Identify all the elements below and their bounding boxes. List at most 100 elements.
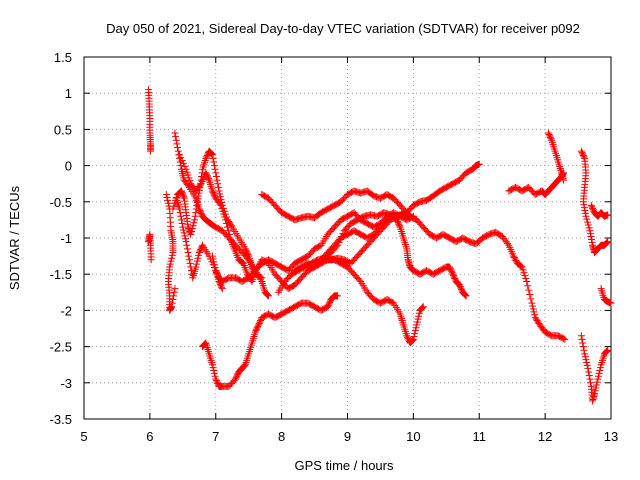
x-tick-label: 6: [146, 429, 153, 444]
data-point: [419, 304, 427, 312]
data-point: [168, 303, 176, 311]
data-point: [591, 390, 599, 398]
data-point: [418, 304, 426, 312]
data-point: [166, 260, 174, 268]
y-tick-label: 1: [65, 86, 72, 101]
data-point: [528, 299, 536, 307]
data-point: [581, 353, 589, 361]
data-point: [191, 216, 199, 224]
data-point: [263, 290, 271, 298]
series-s17: [587, 201, 612, 220]
data-point: [602, 348, 610, 356]
data-point: [518, 263, 526, 271]
data-point: [233, 372, 241, 380]
data-point: [147, 147, 155, 155]
data-point: [189, 222, 197, 230]
data-point: [589, 204, 597, 212]
data-point: [178, 188, 186, 196]
data-point: [183, 245, 191, 253]
data-point: [252, 327, 260, 335]
data-point: [546, 132, 554, 140]
data-point: [185, 256, 193, 264]
data-point: [408, 337, 416, 345]
data-point: [213, 269, 221, 277]
data-point: [411, 327, 419, 335]
data-point: [582, 212, 590, 220]
data-point: [579, 151, 587, 159]
data-point: [519, 266, 527, 274]
data-point: [596, 364, 604, 372]
data-point: [193, 257, 201, 265]
data-point: [185, 174, 193, 182]
data-point: [587, 233, 595, 241]
data-point: [581, 350, 589, 358]
data-point: [241, 245, 249, 253]
data-point: [187, 230, 195, 238]
data-point: [448, 269, 456, 277]
data-point: [240, 362, 248, 370]
data-point: [210, 261, 218, 269]
data-point: [395, 220, 403, 228]
data-point: [594, 372, 602, 380]
data-point: [580, 153, 588, 161]
data-point: [164, 196, 172, 204]
data-point: [253, 324, 261, 332]
data-point: [578, 149, 586, 157]
data-point: [258, 274, 266, 282]
data-point: [396, 222, 404, 230]
data-point: [523, 277, 531, 285]
data-point: [174, 144, 182, 151]
series-s1: [145, 86, 155, 155]
data-point: [410, 332, 418, 340]
y-tick-label: -1: [60, 231, 72, 246]
data-point: [593, 378, 601, 386]
y-tick-label: 0: [65, 159, 72, 174]
data-point: [190, 219, 198, 227]
data-point: [241, 361, 249, 369]
data-point: [220, 210, 228, 218]
y-tick-label: 0.5: [54, 122, 72, 137]
series-s10: [258, 187, 414, 224]
data-point: [579, 198, 587, 206]
data-point: [216, 200, 224, 208]
data-point: [218, 204, 226, 212]
data-point: [171, 129, 179, 137]
data-point: [415, 312, 423, 320]
data-point: [547, 135, 555, 143]
data-point: [205, 175, 213, 183]
data-point: [210, 190, 218, 198]
data-point: [587, 201, 595, 209]
data-point: [185, 252, 193, 260]
data-point: [209, 154, 217, 162]
series-s9: [208, 209, 417, 285]
data-point: [182, 238, 190, 246]
data-point: [172, 133, 180, 141]
data-point: [208, 252, 216, 260]
data-point: [227, 222, 235, 230]
data-point: [251, 328, 259, 336]
y-tick-label: 1.5: [54, 50, 72, 65]
y-tick-label: -0.5: [50, 195, 72, 210]
data-point: [413, 321, 421, 329]
data-point: [583, 361, 591, 369]
data-point: [196, 247, 204, 255]
data-point: [181, 235, 189, 243]
data-point: [455, 281, 463, 289]
data-point: [585, 372, 593, 380]
data-point: [172, 196, 180, 204]
data-point: [257, 317, 265, 325]
data-point: [586, 227, 594, 235]
data-point: [394, 217, 402, 225]
data-point: [244, 251, 252, 259]
data-point: [587, 379, 595, 387]
data-point: [202, 154, 210, 162]
data-point: [171, 199, 179, 207]
data-point: [208, 187, 216, 195]
y-tick-label: -2: [60, 303, 72, 318]
data-point: [585, 368, 593, 376]
x-tick-label: 12: [538, 429, 552, 444]
data-point: [584, 221, 592, 229]
x-tick-label: 5: [80, 429, 87, 444]
data-point: [264, 291, 272, 299]
x-tick-label: 11: [473, 429, 487, 444]
